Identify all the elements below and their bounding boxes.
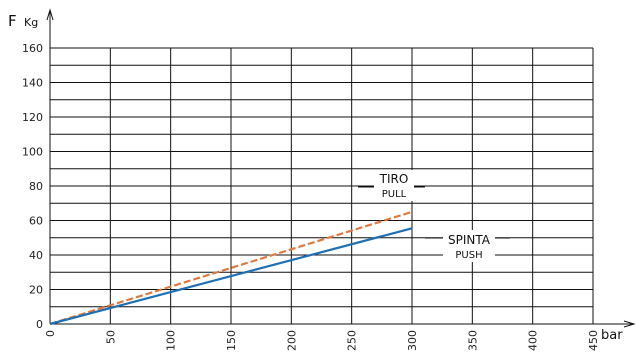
x-tick-label: 450	[587, 330, 600, 351]
legend-push-label-2: PUSH	[455, 250, 482, 261]
y-tick-label: 160	[22, 42, 43, 55]
y-tick-label: 60	[29, 215, 43, 228]
x-tick-label: 350	[466, 330, 479, 351]
legend-pull-label-1: TIRO	[379, 172, 409, 186]
x-tick-label: 200	[285, 330, 298, 351]
y-axis-arrow	[46, 8, 54, 21]
y-tick-label: 40	[29, 249, 43, 262]
legend-push: SPINTA PUSH	[425, 230, 510, 262]
legend-pull: TIRO PULL	[358, 170, 425, 201]
y-tick-label: 0	[36, 318, 43, 331]
legend-push-label-1: SPINTA	[448, 233, 491, 247]
y-axis-unit: Kg	[24, 16, 38, 29]
x-tick-label: 150	[225, 330, 238, 351]
x-tick-label: 0	[44, 330, 57, 337]
y-axis-label: F	[8, 12, 17, 30]
y-tick-label: 20	[29, 284, 43, 297]
x-tick-label: 400	[527, 330, 540, 351]
legend-push-box	[443, 230, 495, 262]
y-tick-label: 120	[22, 111, 43, 124]
legend-pull-box	[374, 170, 414, 201]
legend-pull-label-2: PULL	[382, 189, 407, 200]
x-tick-label: 250	[346, 330, 359, 351]
axes	[46, 8, 636, 328]
x-tick-label: 100	[165, 330, 178, 351]
x-tick-label: 300	[406, 330, 419, 351]
series-line-push	[49, 227, 413, 326]
y-tick-label: 100	[22, 146, 43, 159]
tick-labels: 0 20 40 60 80 100 120 140 160 0 50 100 150 200 250 300 3…	[22, 42, 600, 351]
grid	[49, 47, 594, 325]
series-line-pull	[49, 210, 413, 326]
series-lines	[49, 210, 413, 326]
y-tick-label: 80	[29, 180, 43, 193]
x-tick-label: 50	[104, 330, 117, 344]
x-axis-label: bar	[601, 328, 623, 343]
y-tick-label: 140	[22, 77, 43, 90]
x-axis-arrow	[623, 320, 636, 328]
